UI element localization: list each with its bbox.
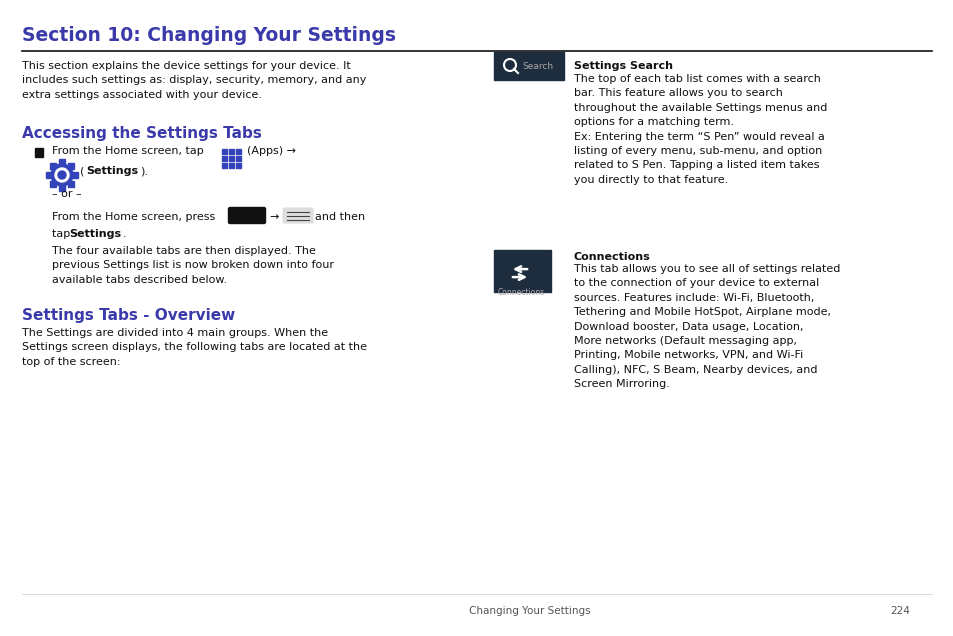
Text: This section explains the device settings for your device. It
includes such sett: This section explains the device setting… — [22, 61, 366, 100]
Text: From the Home screen, press: From the Home screen, press — [52, 212, 215, 222]
Bar — [229, 149, 233, 154]
Text: 224: 224 — [889, 606, 909, 616]
Text: tap: tap — [52, 229, 73, 239]
Text: :: : — [636, 252, 639, 262]
Bar — [222, 156, 227, 161]
Bar — [235, 149, 241, 154]
Text: Connections: Connections — [574, 252, 650, 262]
Bar — [494, 250, 551, 292]
Circle shape — [55, 168, 69, 182]
Text: Section 10: Changing Your Settings: Section 10: Changing Your Settings — [22, 26, 395, 45]
Text: Accessing the Settings Tabs: Accessing the Settings Tabs — [22, 126, 262, 141]
Text: Search: Search — [521, 62, 553, 71]
Bar — [494, 52, 563, 80]
Text: Changing Your Settings: Changing Your Settings — [469, 606, 590, 616]
Text: From the Home screen, tap: From the Home screen, tap — [52, 146, 204, 156]
Text: →: → — [269, 212, 278, 222]
Bar — [68, 181, 74, 187]
Text: Connections: Connections — [497, 288, 545, 297]
Bar — [229, 156, 233, 161]
Text: Settings Search: Settings Search — [574, 61, 672, 71]
Circle shape — [58, 171, 66, 179]
Text: (: ( — [80, 166, 84, 176]
Bar — [50, 163, 55, 169]
Circle shape — [51, 164, 73, 186]
Bar — [59, 159, 65, 165]
Bar — [222, 149, 227, 154]
Bar — [46, 172, 52, 178]
Text: .: . — [123, 229, 127, 239]
Text: The four available tabs are then displayed. The
previous Settings list is now br: The four available tabs are then display… — [52, 246, 334, 285]
Bar — [35, 148, 43, 157]
Text: (​Apps) →: (​Apps) → — [247, 146, 295, 156]
Text: and then: and then — [314, 212, 365, 222]
Bar — [59, 185, 65, 191]
Bar — [235, 156, 241, 161]
Text: Settings: Settings — [86, 166, 138, 176]
Bar — [222, 163, 227, 168]
Bar — [235, 163, 241, 168]
Text: :: : — [654, 61, 657, 71]
FancyBboxPatch shape — [283, 208, 313, 223]
Bar — [229, 163, 233, 168]
Text: Settings Tabs - Overview: Settings Tabs - Overview — [22, 308, 235, 323]
Text: This tab allows you to see all of settings related
to the connection of your dev: This tab allows you to see all of settin… — [574, 264, 840, 389]
Bar — [50, 181, 55, 187]
Text: The Settings are divided into 4 main groups. When the
Settings screen displays, : The Settings are divided into 4 main gro… — [22, 328, 367, 367]
Text: ).: ). — [140, 166, 148, 176]
Bar — [71, 172, 78, 178]
Text: Settings: Settings — [69, 229, 121, 239]
FancyBboxPatch shape — [229, 207, 265, 223]
Text: – or –: – or – — [52, 189, 82, 199]
Bar — [68, 163, 74, 169]
Text: The top of each tab list comes with a search
bar. This feature allows you to sea: The top of each tab list comes with a se… — [574, 74, 826, 185]
